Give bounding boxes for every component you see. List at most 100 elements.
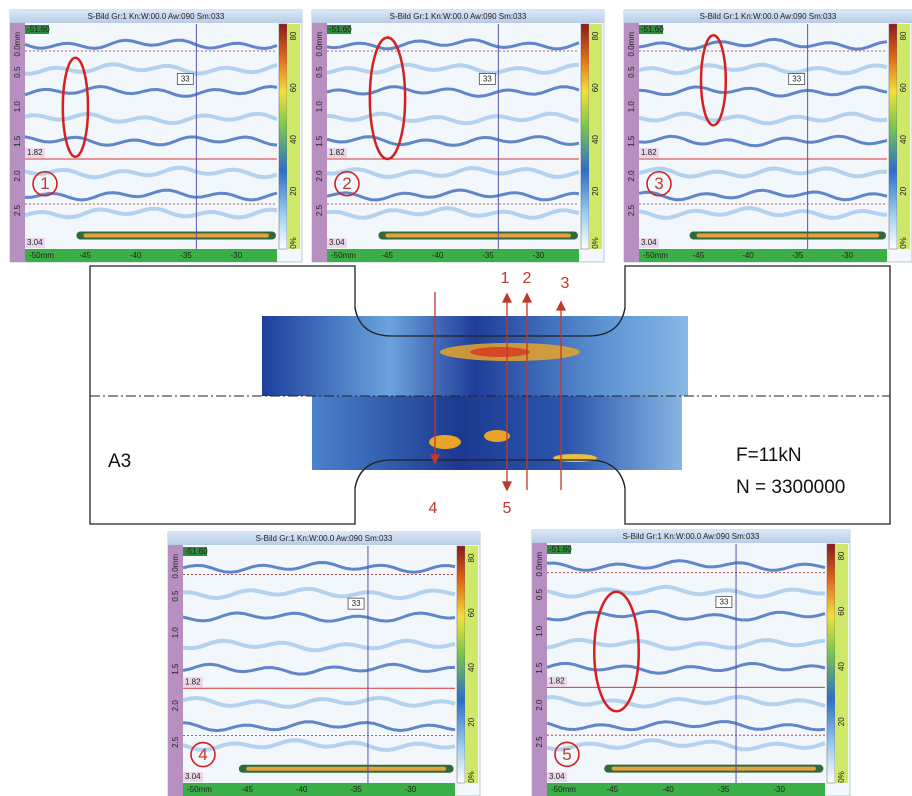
scale-label: 40 [899,135,908,144]
depth-label: 2.5 [171,736,180,748]
panel-header-text: S-Bild Gr:1 Kn:W:00.0 Aw:090 Sm:033 [700,12,837,21]
depth-label: 0.0mm [171,554,180,579]
x-label: -50mm [331,251,356,260]
color-bar [827,544,835,783]
depth-label: 0.0mm [627,32,636,57]
scale-label: 20 [899,186,908,195]
scale-label: 40 [591,135,600,144]
panel-header-text: S-Bild Gr:1 Kn:W:00.0 Aw:090 Sm:033 [390,12,527,21]
depth-label: 0.5 [13,66,22,78]
crack-indication [484,430,510,442]
scale-label: 20 [467,717,476,726]
panel-header-text: S-Bild Gr:1 Kn:W:00.0 Aw:090 Sm:033 [88,12,225,21]
scale-label: 60 [289,83,298,92]
scan-panel: S-Bild Gr:1 Kn:W:00.0 Aw:090 Sm:033-51.6… [168,532,480,796]
bottom-value: 3.04 [641,238,657,247]
x-label: -30 [405,785,417,794]
scale-label: 80 [591,31,600,40]
scale-label: 60 [591,83,600,92]
x-label: -40 [432,251,444,260]
crack-indication [553,454,597,462]
figure: S-Bild Gr:1 Kn:W:00.0 Aw:090 Sm:033 -51.6… [0,0,912,796]
top-value: -51.60 [329,25,352,34]
panel-number: 2 [342,174,351,193]
section-label: 4 [429,500,438,517]
x-label: -50mm [643,251,668,260]
depth-label: 0.0mm [13,32,22,57]
x-label: -50mm [187,785,212,794]
x-label: -30 [773,785,785,794]
depth-label: 1.0 [535,625,544,637]
scale-label: 0% [899,237,908,249]
scale-label: 60 [899,83,908,92]
x-label: -30 [231,251,243,260]
scale-label: 0% [591,237,600,249]
bottom-value: 3.04 [329,238,345,247]
x-label: -35 [180,251,192,260]
x-label: -50mm [551,785,576,794]
scale-label: 80 [837,551,846,560]
scale-label: 40 [467,663,476,672]
depth-label: 2.0 [535,699,544,711]
crack-indication [429,435,461,449]
depth-label: 2.5 [13,204,22,216]
x-label: -35 [718,785,730,794]
panel-header-text: S-Bild Gr:1 Kn:W:00.0 Aw:090 Sm:033 [623,532,760,541]
depth-label: 1.5 [627,135,636,147]
depth-label: 0.5 [315,66,324,78]
x-label: -45 [241,785,253,794]
panel-number: 1 [40,174,49,193]
x-label: -45 [381,251,393,260]
specimen-diagram: 1 2 3 4 5 A3 F=11kN N = 3300000 [90,266,890,524]
depth-label: 2.5 [315,204,324,216]
x-label: -50mm [29,251,54,260]
depth-label: 0.5 [535,588,544,600]
x-label: -30 [533,251,545,260]
depth-label: 1.5 [171,663,180,675]
top-value: -51.60 [641,25,664,34]
x-label: -40 [296,785,308,794]
x-label: -45 [607,785,619,794]
x-label: -45 [693,251,705,260]
gate-value: 1.82 [185,677,201,686]
scale-label: 60 [837,606,846,615]
scan-panel: S-Bild Gr:1 Kn:W:00.0 Aw:090 Sm:033 -51.6… [10,10,302,262]
x-label: -35 [792,251,804,260]
x-label: -40 [662,785,674,794]
arrow-head [523,294,531,302]
top-value: -51.60 [185,547,208,556]
marker: 33 [181,75,190,84]
scale-label: 80 [899,31,908,40]
depth-label: 2.0 [171,700,180,712]
bottom-value: 3.04 [549,772,565,781]
scale-label: 0% [837,771,846,783]
depth-label: 2.0 [627,170,636,182]
x-label: -35 [350,785,362,794]
bottom-value: 3.04 [27,238,43,247]
scale-label: 40 [837,662,846,671]
scale-label: 40 [289,135,298,144]
color-bar [279,24,287,249]
depth-label: 0.5 [627,66,636,78]
section-label: 1 [501,270,510,287]
color-bar [889,24,897,249]
depth-label: 0.0mm [535,552,544,577]
section-label: 5 [503,500,512,517]
specimen-label: A3 [108,451,131,472]
depth-label: 1.0 [171,627,180,639]
marker: 33 [792,75,801,84]
depth-label: 1.5 [13,135,22,147]
arrow-head [503,294,511,302]
gate-value: 1.82 [329,148,345,157]
depth-label: 2.0 [315,170,324,182]
scale-label: 0% [467,771,476,783]
scan-panel: S-Bild Gr:1 Kn:W:00.0 Aw:090 Sm:033 -51.6… [624,10,912,262]
top-value: -51.60 [27,25,50,34]
panel-number: 3 [654,174,663,193]
gate-value: 1.82 [27,148,43,157]
depth-label: 0.0mm [315,32,324,57]
page: {"panels": [ {"header": "S-Bild Gr:1 Kn:… [0,0,912,796]
depth-label: 2.0 [13,170,22,182]
scan-panel: S-Bild Gr:1 Kn:W:00.0 Aw:090 Sm:033 -51.6… [312,10,604,262]
marker: 33 [352,599,361,608]
